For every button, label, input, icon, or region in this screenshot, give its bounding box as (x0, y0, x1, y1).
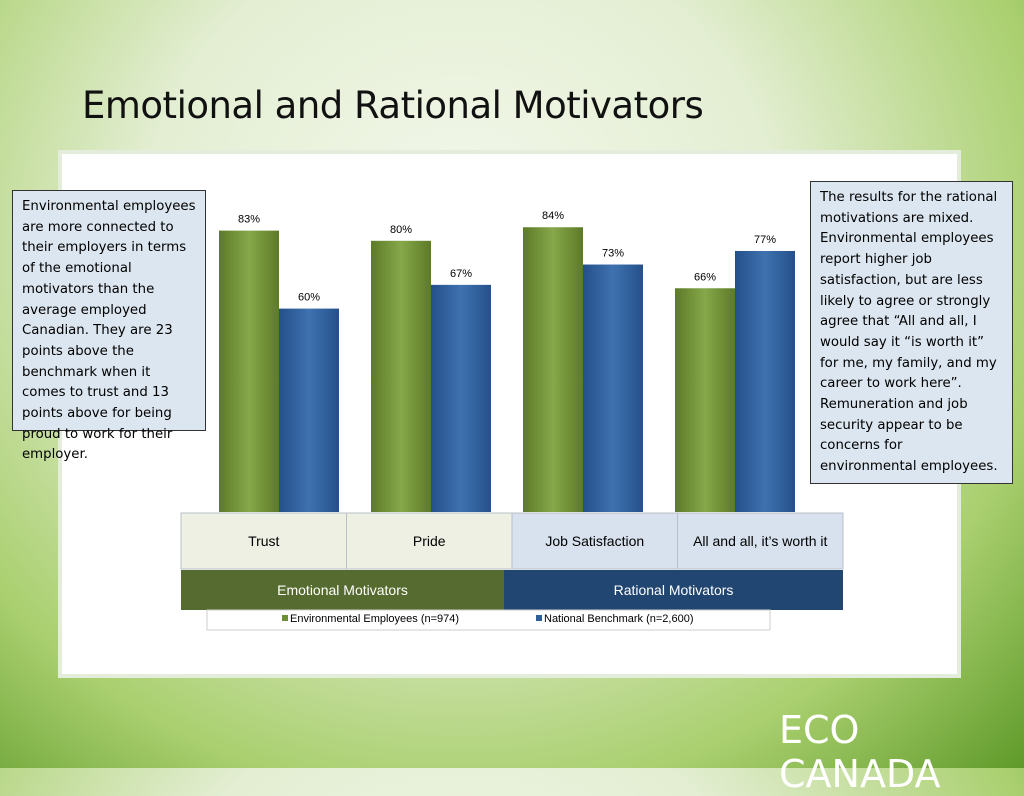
x-tick-label: Pride (413, 533, 446, 549)
value-label: 83% (238, 214, 260, 226)
slide-title: Emotional and Rational Motivators (82, 84, 704, 127)
group-cell (181, 570, 504, 610)
legend-swatch (282, 615, 288, 621)
legend-label: Environmental Employees (n=974) (290, 613, 459, 625)
legend-box (206, 609, 771, 631)
value-label: 66% (694, 271, 716, 283)
x-tick-label: Job Satisfaction (545, 533, 644, 549)
value-label: 73% (602, 248, 624, 260)
bar (371, 240, 431, 513)
slide: {"title": "Emotional and Rational Motiva… (0, 0, 1024, 768)
category-cell (346, 512, 513, 570)
value-label: 67% (450, 268, 472, 280)
group-cell (504, 570, 843, 610)
chart: 83% 80% 84% 66% 60% 67% 73% 77% Trust Pride Job Sa… (180, 210, 844, 631)
category-cell (180, 512, 347, 570)
group-label: Rational Motivators (614, 582, 734, 598)
bar (675, 288, 735, 512)
right-note: The results for the rational motivations… (810, 181, 1013, 484)
category-cell (511, 512, 678, 570)
bar (523, 227, 583, 513)
bar (735, 250, 795, 512)
bar (279, 308, 339, 512)
group-label: Emotional Motivators (277, 582, 408, 598)
x-tick-label: All and all, it’s worth it (693, 533, 827, 549)
bar (219, 230, 279, 512)
value-label: 60% (298, 292, 320, 304)
value-label: 84% (542, 210, 564, 222)
category-cell (677, 512, 844, 570)
value-label: 77% (754, 234, 776, 246)
bar (583, 264, 643, 512)
x-tick-label: Trust (248, 533, 279, 549)
legend-label: National Benchmark (n=2,600) (544, 613, 694, 625)
bar (431, 284, 491, 512)
value-label: 80% (390, 224, 412, 236)
legend-swatch (536, 615, 542, 621)
left-note: Environmental employees are more connect… (12, 190, 206, 462)
